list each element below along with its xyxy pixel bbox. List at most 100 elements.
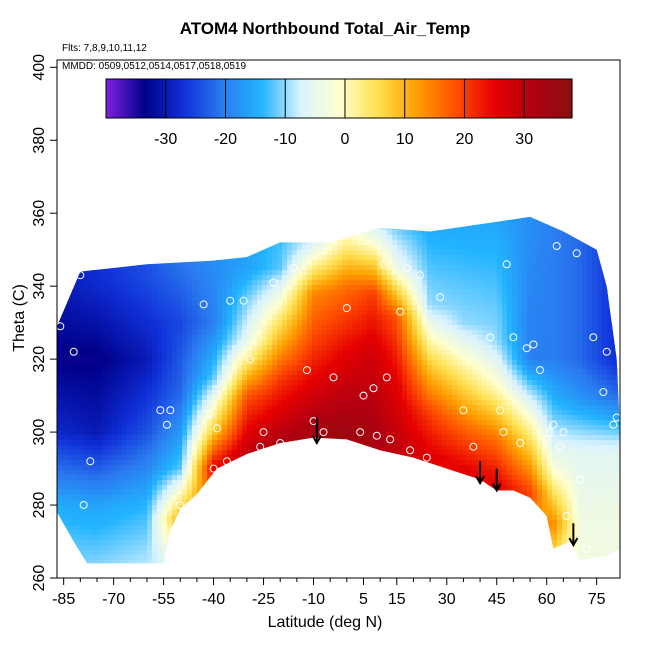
field-cell (57, 510, 63, 516)
field-cell (177, 380, 183, 386)
field-cell (127, 350, 133, 356)
field-cell (127, 380, 133, 386)
field-cell (272, 220, 278, 226)
field-cell (367, 320, 373, 326)
field-cell (97, 435, 103, 441)
field-cell (292, 380, 298, 386)
field-cell (367, 305, 373, 311)
field-cell (77, 400, 83, 406)
field-cell (207, 505, 213, 511)
field-cell (302, 450, 308, 456)
field-cell (222, 375, 228, 381)
field-cell (57, 195, 63, 201)
field-cell (362, 295, 368, 301)
field-cell (167, 360, 173, 366)
field-cell (147, 500, 153, 506)
field-cell (207, 545, 213, 551)
field-cell (62, 360, 68, 366)
field-cell (337, 555, 343, 561)
field-cell (102, 505, 108, 511)
field-cell (357, 460, 363, 466)
field-cell (212, 335, 218, 341)
field-cell (222, 480, 228, 486)
field-cell (257, 255, 263, 261)
field-cell (112, 275, 118, 281)
field-cell (277, 415, 283, 421)
field-cell (207, 220, 213, 226)
field-cell (107, 360, 113, 366)
field-cell (197, 395, 203, 401)
field-cell (357, 330, 363, 336)
field-cell (247, 475, 253, 481)
field-cell (292, 250, 298, 256)
field-cell (247, 450, 253, 456)
field-cell (162, 280, 168, 286)
field-cell (82, 270, 88, 276)
field-cell (172, 390, 178, 396)
field-cell (157, 255, 163, 261)
field-cell (337, 415, 343, 421)
field-cell (197, 290, 203, 296)
field-cell (142, 325, 148, 331)
field-cell (92, 325, 98, 331)
field-cell (192, 555, 198, 561)
field-cell (277, 475, 283, 481)
field-cell (132, 490, 138, 496)
field-cell (202, 520, 208, 526)
field-cell (322, 320, 328, 326)
field-cell (67, 450, 73, 456)
field-cell (187, 465, 193, 471)
field-cell (272, 370, 278, 376)
field-cell (362, 490, 368, 496)
field-cell (112, 240, 118, 246)
field-cell (292, 220, 298, 226)
field-cell (227, 535, 233, 541)
field-cell (97, 240, 103, 246)
field-cell (102, 265, 108, 271)
field-cell (352, 295, 358, 301)
field-cell (112, 255, 118, 261)
field-cell (297, 355, 303, 361)
field-cell (112, 375, 118, 381)
field-cell (162, 210, 168, 216)
field-cell (127, 205, 133, 211)
field-cell (152, 485, 158, 491)
field-cell (67, 305, 73, 311)
field-cell (272, 410, 278, 416)
field-cell (182, 565, 188, 571)
field-cell (242, 570, 248, 576)
field-cell (237, 255, 243, 261)
field-cell (167, 280, 173, 286)
field-cell (372, 280, 378, 286)
field-cell (367, 300, 373, 306)
field-cell (67, 365, 73, 371)
field-cell (167, 245, 173, 251)
field-cell (342, 320, 348, 326)
field-cell (97, 480, 103, 486)
field-cell (107, 370, 113, 376)
field-cell (362, 260, 368, 266)
field-cell (77, 570, 83, 576)
field-cell (357, 500, 363, 506)
field-cell (152, 535, 158, 541)
field-cell (262, 405, 268, 411)
field-cell (297, 490, 303, 496)
field-cell (207, 370, 213, 376)
field-cell (97, 315, 103, 321)
field-cell (357, 495, 363, 501)
field-cell (337, 480, 343, 486)
field-cell (202, 535, 208, 541)
field-cell (202, 540, 208, 546)
field-cell (62, 385, 68, 391)
field-cell (242, 405, 248, 411)
field-cell (232, 490, 238, 496)
field-cell (252, 530, 258, 536)
field-cell (107, 345, 113, 351)
field-cell (302, 385, 308, 391)
field-cell (252, 320, 258, 326)
field-cell (297, 235, 303, 241)
field-cell (157, 435, 163, 441)
field-cell (272, 310, 278, 316)
field-cell (297, 285, 303, 291)
field-cell (107, 310, 113, 316)
